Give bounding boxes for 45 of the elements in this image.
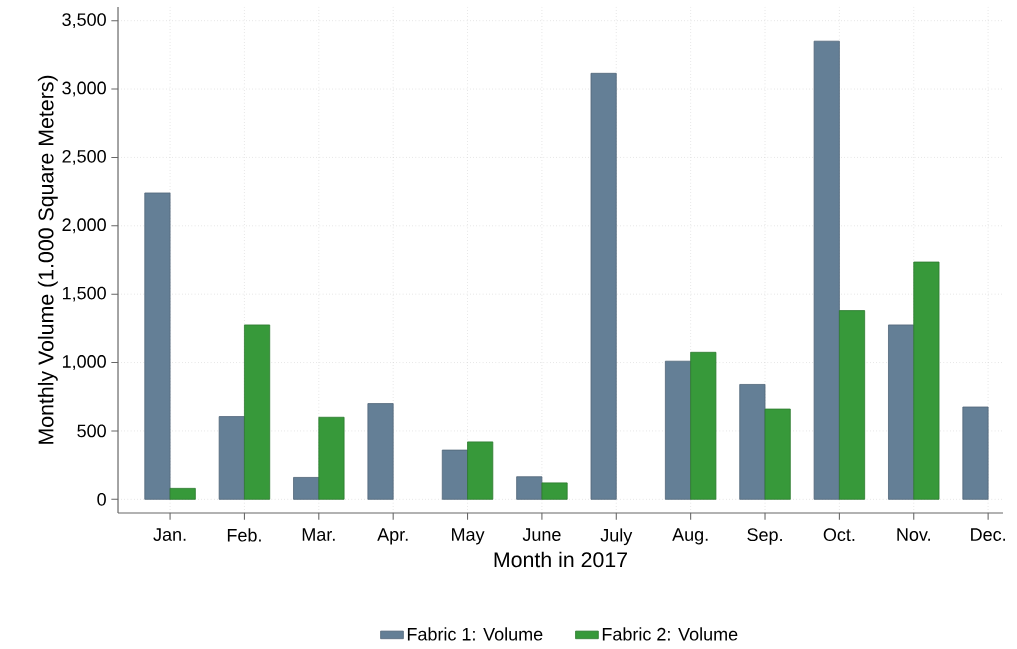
y-tick-label: 1,500 <box>62 286 106 302</box>
y-tick-label: 3,500 <box>62 13 106 29</box>
bar <box>441 449 468 500</box>
bar <box>888 324 915 500</box>
y-tick-label: 3,000 <box>62 81 106 97</box>
x-axis-title: Month in 2017 <box>494 551 627 568</box>
bar <box>813 40 840 500</box>
bar <box>169 487 196 500</box>
x-tick-label: Nov. <box>897 528 930 541</box>
bar <box>690 351 717 500</box>
y-tick-label: 1,000 <box>62 355 106 370</box>
bar <box>516 476 543 500</box>
x-tick-label: Oct. <box>823 528 855 542</box>
x-tick-label: Aug. <box>672 528 708 545</box>
bar <box>218 416 245 500</box>
bar <box>838 310 866 500</box>
bar <box>913 261 940 500</box>
y-tick-label: 2,000 <box>62 218 106 234</box>
bar <box>764 408 791 500</box>
bar <box>144 192 171 500</box>
y-tick-label: 0 <box>97 492 106 506</box>
x-tick-label: June <box>522 528 561 541</box>
bar <box>467 441 494 500</box>
bar <box>590 72 617 500</box>
bar <box>367 403 394 500</box>
bar <box>962 406 989 500</box>
bar <box>664 360 692 500</box>
bar <box>293 477 320 500</box>
legend-label: Fabric 2: Volume <box>602 627 738 641</box>
y-tick-label: 2,500 <box>62 149 106 165</box>
bar <box>318 416 345 500</box>
x-tick-label: Feb. <box>227 528 261 542</box>
y-tick-label: 500 <box>77 424 106 438</box>
bar <box>541 482 568 500</box>
x-tick-label: Mar. <box>302 528 335 541</box>
bar <box>244 324 271 500</box>
x-tick-label: Apr. <box>377 528 408 545</box>
x-tick-label: Jan. <box>153 528 186 541</box>
x-tick-label: Sep. <box>747 528 782 545</box>
y-axis-title: Monthly Volume (1.000 Square Meters) <box>37 75 58 444</box>
x-tick-label: July <box>600 528 633 546</box>
x-tick-label: Dec. <box>971 528 1005 541</box>
legend-label: Fabric 1: Volume <box>407 627 543 641</box>
x-tick-label: May <box>452 528 485 545</box>
bar <box>739 384 766 500</box>
